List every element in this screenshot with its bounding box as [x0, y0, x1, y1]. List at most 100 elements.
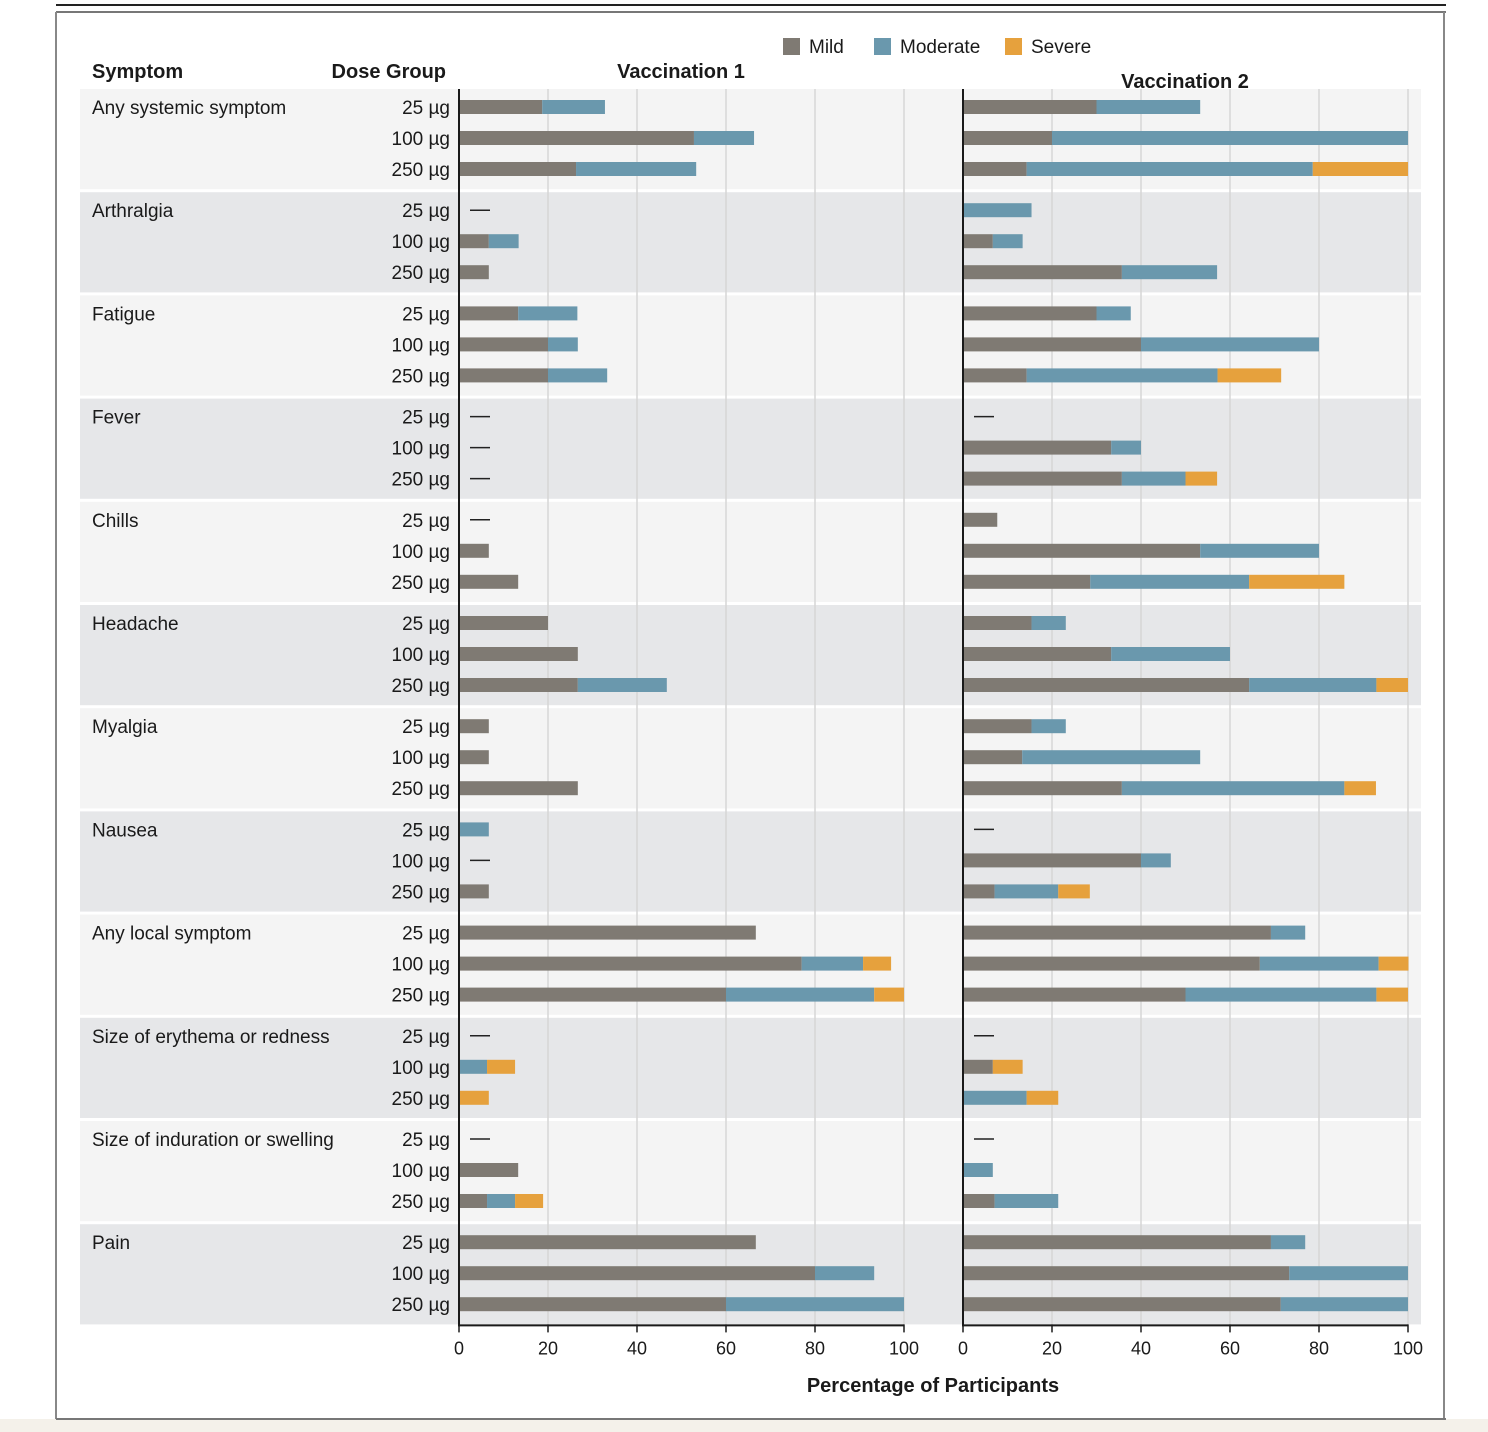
symptom-label: Chills [92, 511, 138, 532]
symptom-label: Arthralgia [92, 201, 174, 222]
legend-label: Severe [1031, 37, 1091, 58]
bar-severe [487, 1059, 516, 1074]
bar-moderate [518, 306, 578, 321]
bar-mild [963, 337, 1141, 352]
symptom-label: Size of induration or swelling [92, 1130, 334, 1151]
legend-label: Mild [809, 37, 844, 58]
bar-mild [459, 678, 578, 692]
bar-moderate [1270, 925, 1306, 940]
bar-moderate [1111, 440, 1141, 455]
bar-moderate [1121, 781, 1345, 796]
bar-mild [963, 750, 1023, 765]
x-tick-label: 0 [958, 1338, 968, 1358]
bar-mild [963, 925, 1271, 940]
bar-mild [459, 781, 578, 796]
x-tick-label: 40 [1131, 1338, 1151, 1358]
bar-moderate [1031, 616, 1066, 630]
dose-label: 100 µg [392, 542, 451, 563]
bar-moderate [1090, 574, 1250, 589]
legend-swatch-severe [1005, 38, 1022, 55]
bar-severe [1378, 956, 1409, 971]
bar-mild [963, 1297, 1281, 1312]
bar-severe [459, 1090, 489, 1105]
bar-moderate [548, 368, 608, 383]
dose-label: 250 µg [392, 676, 451, 697]
bar-moderate [815, 1266, 875, 1281]
dose-label: 250 µg [392, 160, 451, 181]
bar-moderate [1141, 337, 1319, 352]
bar-severe [1344, 781, 1376, 796]
dose-label: 100 µg [392, 439, 451, 460]
bar-mild [459, 368, 548, 383]
bar-moderate [1022, 750, 1201, 765]
dose-label: 100 µg [392, 955, 451, 976]
dose-label: 100 µg [392, 232, 451, 253]
bar-moderate [1141, 853, 1171, 868]
bar-mild [963, 1194, 995, 1208]
bar-mild [963, 987, 1186, 1002]
bar-severe [1376, 987, 1408, 1002]
symptom-label: Fever [92, 408, 141, 429]
bar-mild [963, 956, 1260, 971]
panel-title: Vaccination 2 [1121, 71, 1249, 93]
bar-mild [963, 306, 1097, 321]
bar-moderate [992, 234, 1023, 249]
bar-mild [459, 719, 489, 734]
dose-label: 100 µg [392, 1058, 451, 1079]
bar-mild [459, 884, 489, 899]
bar-severe [1217, 368, 1282, 383]
bar-moderate [1052, 131, 1408, 145]
bar-mild [963, 368, 1027, 383]
bar-mild [459, 234, 489, 249]
bar-mild [459, 956, 802, 971]
bar-moderate [1111, 647, 1230, 661]
dose-label: 100 µg [392, 1161, 451, 1182]
symptom-band [80, 1017, 1421, 1118]
symptom-band [80, 1121, 1421, 1222]
dose-label: 25 µg [402, 304, 450, 325]
bar-mild [459, 1194, 488, 1208]
dose-label: 100 µg [392, 645, 451, 666]
bar-severe [1026, 1090, 1059, 1105]
legend-label: Moderate [900, 37, 980, 58]
bar-mild [459, 265, 489, 280]
bar-mild [459, 1297, 726, 1312]
bar-mild [459, 987, 726, 1002]
symptom-label: Fatigue [92, 304, 155, 325]
x-tick-label: 60 [716, 1338, 736, 1358]
bar-mild [459, 162, 577, 176]
bar-moderate [542, 100, 605, 114]
bar-mild [459, 574, 519, 589]
dose-label: 25 µg [402, 614, 450, 635]
bar-moderate [577, 678, 667, 692]
symptom-label: Myalgia [92, 717, 158, 738]
legend-swatch-mild [783, 38, 800, 55]
x-axis-label: Percentage of Participants [807, 1375, 1059, 1397]
dose-column-header: Dose Group [332, 61, 446, 83]
bar-moderate [1270, 1235, 1306, 1250]
dose-label: 25 µg [402, 511, 450, 532]
bar-mild [963, 543, 1201, 558]
symptom-band [80, 192, 1421, 293]
bar-moderate [1121, 265, 1218, 280]
bar-mild [459, 925, 756, 940]
dose-label: 250 µg [392, 882, 451, 903]
bar-severe [1376, 678, 1408, 692]
dose-label: 250 µg [392, 1089, 451, 1110]
bar-moderate [1280, 1297, 1408, 1312]
bar-mild [963, 647, 1112, 661]
symptom-label: Headache [92, 614, 179, 635]
bar-moderate [459, 822, 489, 837]
bar-mild [963, 471, 1122, 486]
panel-title: Vaccination 1 [617, 61, 745, 83]
bar-mild [459, 100, 543, 114]
bar-moderate [1259, 956, 1379, 971]
footer-band [0, 1419, 1488, 1432]
bar-moderate [1026, 368, 1218, 383]
bar-moderate [1249, 678, 1377, 692]
bar-mild [963, 1059, 993, 1074]
bar-moderate [726, 987, 875, 1002]
dose-label: 25 µg [402, 1130, 450, 1151]
bar-mild [963, 616, 1032, 630]
dose-label: 100 µg [392, 1264, 451, 1285]
